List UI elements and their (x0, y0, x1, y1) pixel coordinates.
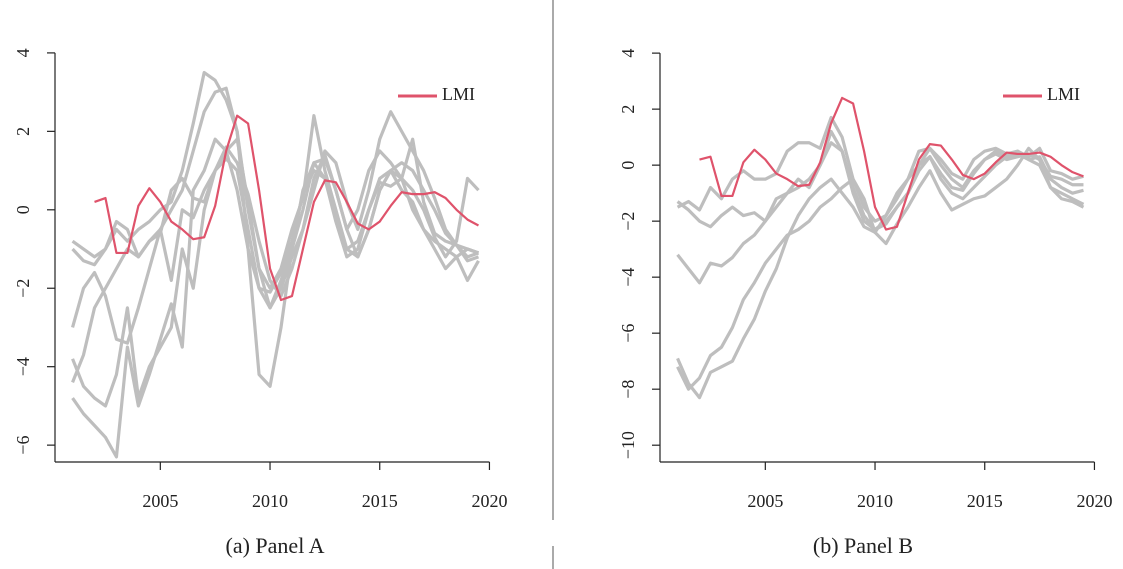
y-tick-label: −10 (618, 431, 638, 459)
y-tick-label: 4 (13, 48, 33, 57)
y-tick-label: −8 (618, 380, 638, 399)
caption: (b) Panel B (813, 533, 913, 558)
y-tick-label: −6 (13, 436, 33, 455)
line (676, 146, 1085, 391)
x-tick-label: 2005 (142, 491, 178, 511)
x-tick-label: 2015 (362, 491, 398, 511)
x-tick-label: 2015 (967, 491, 1003, 511)
y-tick-label: 0 (618, 161, 638, 170)
y-tick-label: 0 (13, 205, 33, 214)
y-tick-label: −6 (618, 324, 638, 343)
y-tick-label: 2 (13, 127, 33, 136)
line (94, 114, 479, 302)
x-tick-label: 2010 (252, 491, 288, 511)
y-tick-label: −4 (13, 357, 33, 376)
line (71, 70, 480, 388)
y-tick-label: −4 (618, 268, 638, 287)
line (71, 114, 480, 408)
legend-label: LMI (1047, 84, 1080, 104)
legend-label: LMI (442, 84, 475, 104)
caption: (a) Panel A (226, 533, 325, 558)
y-tick-label: −2 (13, 279, 33, 298)
y-tick-label: −2 (618, 212, 638, 231)
line (699, 96, 1084, 231)
x-tick-label: 2020 (471, 491, 507, 511)
x-tick-label: 2010 (857, 491, 893, 511)
line (71, 137, 480, 459)
line (676, 149, 1085, 400)
x-tick-label: 2005 (747, 491, 783, 511)
x-tick-label: 2020 (1076, 491, 1112, 511)
y-tick-label: 4 (618, 49, 638, 58)
y-tick-label: 2 (618, 105, 638, 114)
